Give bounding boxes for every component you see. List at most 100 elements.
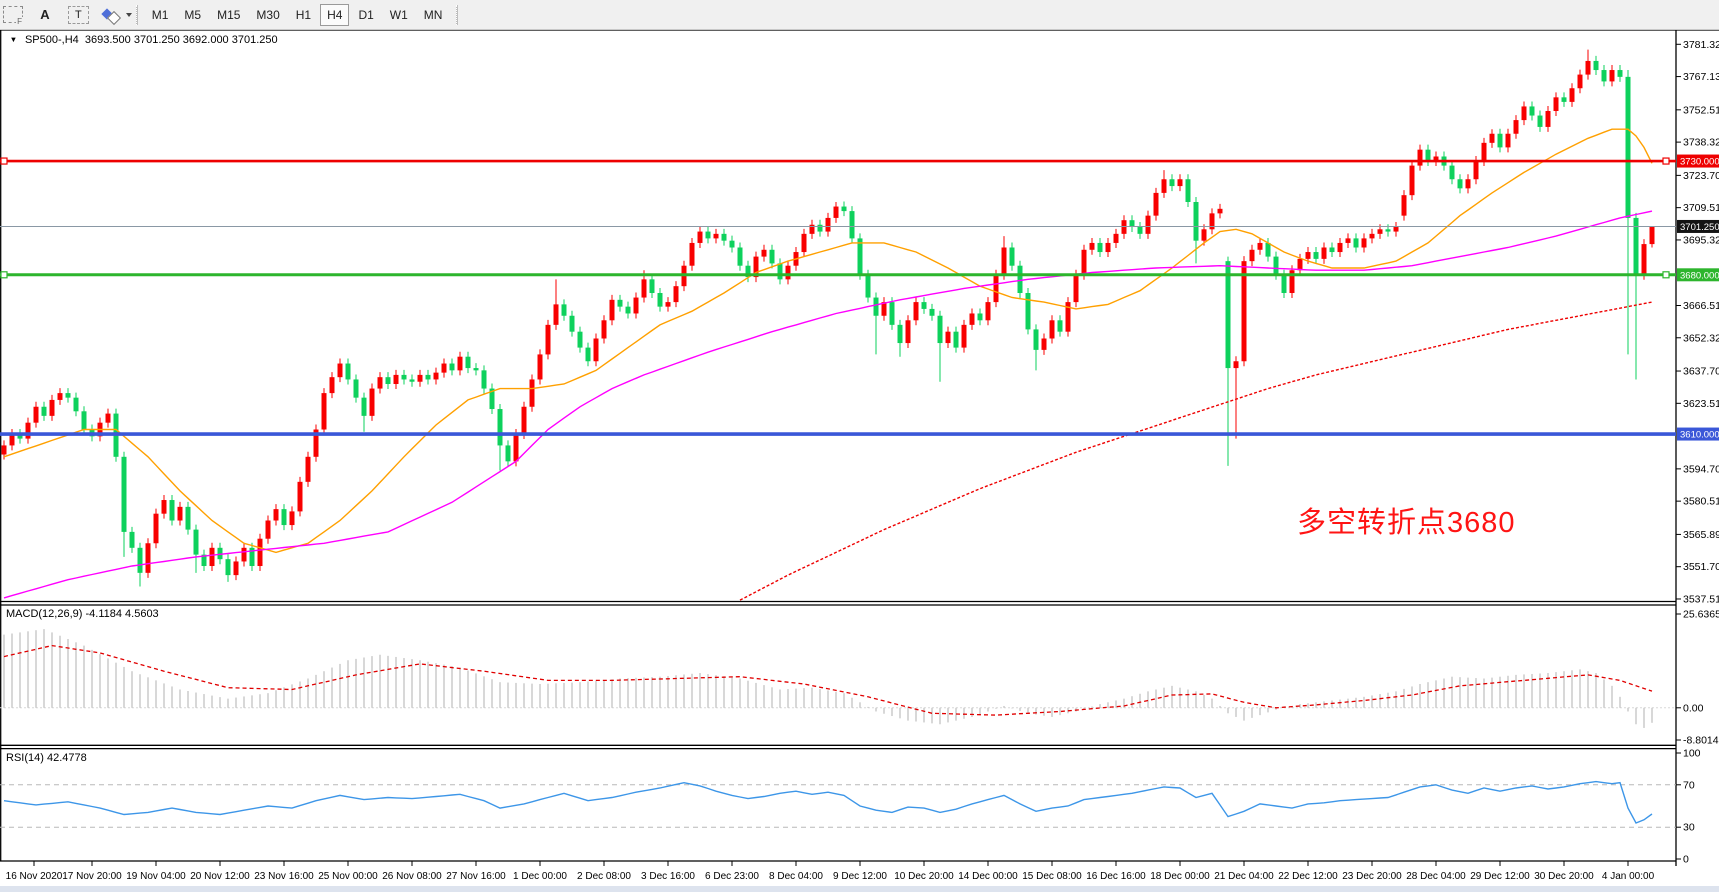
resistance-line-3730-handle[interactable] bbox=[0, 157, 8, 165]
candle-body bbox=[1321, 247, 1327, 259]
symbol-collapse-icon[interactable]: ▼ bbox=[9, 35, 18, 45]
resistance-line-3730-tag[interactable] bbox=[1677, 154, 1719, 168]
font-a-button[interactable]: A bbox=[32, 4, 58, 26]
rsi-name: RSI(14) bbox=[6, 752, 44, 764]
candle-body bbox=[825, 217, 831, 232]
candle-body bbox=[1105, 242, 1111, 253]
candle-body bbox=[1497, 133, 1503, 148]
candle-body bbox=[1425, 149, 1431, 162]
timeframe-m5[interactable]: M5 bbox=[177, 4, 208, 26]
timeframe-h1[interactable]: H1 bbox=[289, 4, 318, 26]
time-axis-label: 23 Nov 16:00 bbox=[254, 871, 314, 882]
timeframe-mn[interactable]: MN bbox=[417, 4, 450, 26]
time-axis-label: 19 Nov 04:00 bbox=[126, 871, 186, 882]
timeframe-d1[interactable]: D1 bbox=[351, 4, 380, 26]
support-line-3610-tag[interactable] bbox=[1677, 427, 1719, 441]
timeframe-m15[interactable]: M15 bbox=[210, 4, 247, 26]
price-tick-label: 3565.890 bbox=[1683, 529, 1719, 541]
candle-body bbox=[1065, 302, 1071, 332]
text-label-tool-button[interactable]: T bbox=[68, 5, 89, 24]
timeframe-m1[interactable]: M1 bbox=[145, 4, 176, 26]
candle-body bbox=[201, 554, 207, 567]
candle-body bbox=[1009, 247, 1015, 266]
candle-body bbox=[289, 511, 295, 526]
candle-body bbox=[601, 320, 607, 339]
candle-body bbox=[1297, 258, 1303, 271]
price-tick-label: 3738.320 bbox=[1683, 137, 1719, 149]
candle-body bbox=[577, 331, 583, 348]
candle-body bbox=[1353, 238, 1359, 248]
price-tick-label: 3580.510 bbox=[1683, 496, 1719, 508]
candle-body bbox=[761, 249, 767, 257]
price-tick-label: 3537.510 bbox=[1683, 593, 1719, 605]
macd-signal-line bbox=[3, 644, 1653, 716]
price-axis[interactable]: 3781.320 3767.130 3752.510 3738.320 3723.700… bbox=[1676, 39, 1719, 606]
candle-body bbox=[1369, 233, 1375, 239]
candle-body bbox=[121, 456, 127, 532]
candle-body bbox=[953, 331, 959, 348]
candle-body bbox=[729, 240, 735, 248]
candle-body bbox=[1265, 242, 1271, 257]
candle-body bbox=[593, 338, 599, 362]
support-line-3680-tag[interactable] bbox=[1677, 268, 1719, 282]
timeframe-m30[interactable]: M30 bbox=[249, 4, 286, 26]
current-price-line-tag[interactable] bbox=[1677, 219, 1719, 233]
candle-body bbox=[849, 211, 855, 239]
selection-frame-f-label: F bbox=[16, 17, 23, 26]
candle-body bbox=[49, 399, 55, 416]
candle-body bbox=[937, 315, 943, 344]
candle-body bbox=[457, 356, 463, 371]
candle-body bbox=[945, 331, 951, 344]
time-axis-label: 27 Nov 16:00 bbox=[446, 871, 506, 882]
ohlc-high: 3701.250 bbox=[133, 34, 180, 46]
candle-body bbox=[785, 265, 791, 280]
candle-body bbox=[1185, 179, 1191, 202]
candle-body bbox=[641, 279, 647, 298]
candle-body bbox=[433, 372, 439, 380]
timeframe-h4[interactable]: H4 bbox=[320, 3, 350, 26]
candle-body bbox=[1377, 229, 1383, 234]
timeframe-w1[interactable]: W1 bbox=[383, 4, 415, 26]
candle-body bbox=[809, 224, 815, 234]
support-line-3680-handle[interactable] bbox=[0, 271, 8, 279]
price-tick-label: 3752.510 bbox=[1683, 104, 1719, 116]
candle-body bbox=[889, 302, 895, 325]
support-line-3680-handle[interactable] bbox=[1662, 271, 1670, 279]
time-axis[interactable]: 16 Nov 2020 17 Nov 20:00 19 Nov 04:00 20 No… bbox=[6, 861, 1655, 882]
candle-body bbox=[409, 379, 415, 382]
ohlc-close: 3701.250 bbox=[231, 34, 278, 46]
candle-body bbox=[1481, 142, 1487, 162]
time-axis-label: 26 Nov 08:00 bbox=[382, 871, 442, 882]
candle-body bbox=[1, 445, 7, 455]
candle-body bbox=[1537, 115, 1543, 127]
candle-body bbox=[185, 506, 191, 530]
candle-body bbox=[81, 411, 87, 430]
candle-body bbox=[1241, 261, 1247, 362]
time-axis-label: 29 Dec 12:00 bbox=[1470, 871, 1530, 882]
candle-body bbox=[1249, 249, 1255, 262]
candle-body bbox=[385, 377, 391, 385]
time-axis-label: 1 Dec 00:00 bbox=[513, 871, 567, 882]
candle-body bbox=[1417, 149, 1423, 166]
candle-body bbox=[1585, 60, 1591, 75]
price-tick-label: 3781.320 bbox=[1683, 39, 1719, 51]
candle-body bbox=[673, 286, 679, 303]
shapes-dropdown-button[interactable] bbox=[100, 6, 132, 25]
resistance-line-3730-handle[interactable] bbox=[1662, 157, 1670, 165]
candle-body bbox=[545, 324, 551, 355]
candle-body bbox=[497, 409, 503, 446]
candle-body bbox=[529, 379, 535, 407]
candle-body bbox=[481, 370, 487, 389]
rsi-axis-label: 70 bbox=[1683, 779, 1695, 791]
selection-frame-f-icon[interactable]: F bbox=[3, 6, 23, 26]
candle-body bbox=[449, 363, 455, 371]
candle-body bbox=[65, 393, 71, 398]
candle-body bbox=[721, 233, 727, 241]
candle-body bbox=[1385, 229, 1391, 232]
candle-body bbox=[897, 324, 903, 344]
chart-title: ▼ SP500-,H4 3693.500 3701.250 3692.000 3… bbox=[8, 34, 278, 46]
candle-body bbox=[361, 397, 367, 416]
resistance-line-3730-tag-label: 3730.000 bbox=[1680, 157, 1719, 168]
